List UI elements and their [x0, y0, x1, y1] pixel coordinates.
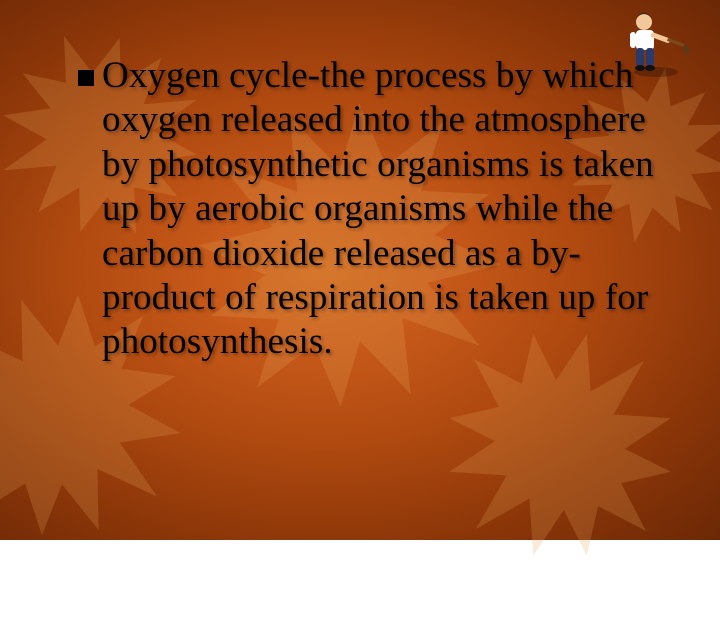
bullet-item: Oxygen cycle-the process by which oxygen…: [78, 54, 690, 365]
bullet-square-icon: [78, 70, 94, 86]
slide: Oxygen cycle-the process by which oxygen…: [0, 0, 720, 540]
content-area: Oxygen cycle-the process by which oxygen…: [78, 54, 690, 365]
body-text: Oxygen cycle-the process by which oxygen…: [102, 54, 690, 365]
